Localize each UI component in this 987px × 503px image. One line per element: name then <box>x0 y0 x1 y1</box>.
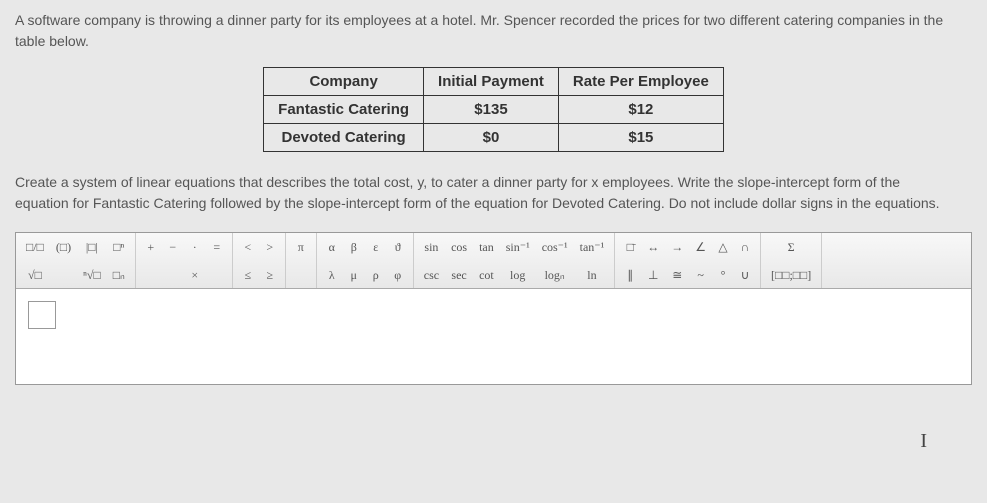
blank2-button[interactable] <box>140 261 162 289</box>
instruction-line2: equation for Fantastic Catering followed… <box>15 195 940 211</box>
atan-button[interactable]: tan⁻¹ <box>574 233 611 261</box>
col-initial: Initial Payment <box>424 68 559 96</box>
equals-button[interactable]: = <box>206 233 228 261</box>
problem-line1: A software company is throwing a dinner … <box>15 12 943 28</box>
cell: $15 <box>558 124 723 152</box>
group-greek: α λ β μ ε ρ ϑ φ <box>317 233 414 288</box>
minus-button[interactable]: − <box>162 233 184 261</box>
pi-button[interactable]: π <box>290 233 312 261</box>
group-sigma: Σ [□□;□□] <box>761 233 822 288</box>
group-compare: < ≤ > ≥ <box>233 233 286 288</box>
abs-button[interactable]: |□| <box>77 233 107 261</box>
table-row: Devoted Catering $0 $15 <box>264 124 724 152</box>
sigma-button[interactable]: Σ <box>765 233 817 261</box>
lambda-button[interactable]: λ <box>321 261 343 289</box>
gt-button[interactable]: > <box>259 233 281 261</box>
sec-button[interactable]: sec <box>445 261 473 289</box>
acos-button[interactable]: cos⁻¹ <box>536 233 574 261</box>
cell: $135 <box>424 96 559 124</box>
table-row: Fantastic Catering $135 $12 <box>264 96 724 124</box>
answer-placeholder-box[interactable] <box>28 301 56 329</box>
csc-button[interactable]: csc <box>418 261 445 289</box>
tan-button[interactable]: tan <box>473 233 500 261</box>
cot-button[interactable]: cot <box>473 261 500 289</box>
nroot-button[interactable]: ⁿ√□ <box>77 261 107 289</box>
phi-button[interactable]: φ <box>387 261 409 289</box>
theta-button[interactable]: ϑ <box>387 233 409 261</box>
col-company: Company <box>264 68 424 96</box>
angle-button[interactable]: ∠ <box>689 233 712 261</box>
sqrt-button[interactable]: √□ <box>20 261 50 289</box>
ln-button[interactable]: ln <box>574 261 611 289</box>
cell: $12 <box>558 96 723 124</box>
subscript-button[interactable]: □ₙ <box>107 261 131 289</box>
cell: $0 <box>424 124 559 152</box>
logn-button[interactable]: logₙ <box>536 261 574 289</box>
degree-button[interactable]: ° <box>712 261 734 289</box>
log-button[interactable]: log <box>500 261 536 289</box>
instruction-text: Create a system of linear equations that… <box>15 172 972 214</box>
blank4-button[interactable] <box>206 261 228 289</box>
cos-button[interactable]: cos <box>445 233 473 261</box>
lt-button[interactable]: < <box>237 233 259 261</box>
instruction-line1: Create a system of linear equations that… <box>15 174 900 190</box>
perp-button[interactable]: ⊥ <box>641 261 665 289</box>
mu-button[interactable]: μ <box>343 261 365 289</box>
matrix-button[interactable]: [□□;□□] <box>765 261 817 289</box>
problem-line2: table below. <box>15 33 89 49</box>
cup-button[interactable]: ∪ <box>734 261 756 289</box>
beta-button[interactable]: β <box>343 233 365 261</box>
plus-button[interactable]: + <box>140 233 162 261</box>
cong-button[interactable]: ≅ <box>665 261 689 289</box>
blank3-button[interactable] <box>162 261 184 289</box>
col-rate: Rate Per Employee <box>558 68 723 96</box>
power-button[interactable]: □ⁿ <box>107 233 131 261</box>
alpha-button[interactable]: α <box>321 233 343 261</box>
cell: Devoted Catering <box>264 124 424 152</box>
group-templates: □/□ √□ (□) |□| ⁿ√□ □ⁿ □ₙ <box>16 233 136 288</box>
arrow-button[interactable]: → <box>665 233 689 261</box>
group-geom: □̄ ∥ ↔ ⊥ → ≅ ∠ ~ △ ° ∩ ∪ <box>615 233 761 288</box>
group-pi: π <box>286 233 317 288</box>
epsilon-button[interactable]: ε <box>365 233 387 261</box>
asin-button[interactable]: sin⁻¹ <box>500 233 536 261</box>
group-ops: + − · × = <box>136 233 233 288</box>
sin-button[interactable]: sin <box>418 233 445 261</box>
frac-button[interactable]: □/□ <box>20 233 50 261</box>
problem-statement: A software company is throwing a dinner … <box>15 10 972 52</box>
triangle-button[interactable]: △ <box>712 233 734 261</box>
ge-button[interactable]: ≥ <box>259 261 281 289</box>
bar-button[interactable]: □̄ <box>619 233 641 261</box>
le-button[interactable]: ≤ <box>237 261 259 289</box>
math-toolbar: □/□ √□ (□) |□| ⁿ√□ □ⁿ □ₙ + − · × = < ≤ >… <box>16 233 971 289</box>
harrow-button[interactable]: ↔ <box>641 233 665 261</box>
group-trig: sin csc cos sec tan cot sin⁻¹ log cos⁻¹ … <box>414 233 615 288</box>
pricing-table: Company Initial Payment Rate Per Employe… <box>263 67 724 152</box>
blank-button[interactable] <box>50 261 77 289</box>
paren-button[interactable]: (□) <box>50 233 77 261</box>
rho-button[interactable]: ρ <box>365 261 387 289</box>
answer-input-area[interactable] <box>16 289 971 384</box>
sim-button[interactable]: ~ <box>689 261 712 289</box>
cap-button[interactable]: ∩ <box>734 233 756 261</box>
cell: Fantastic Catering <box>264 96 424 124</box>
times-button[interactable]: × <box>184 261 206 289</box>
equation-editor: □/□ √□ (□) |□| ⁿ√□ □ⁿ □ₙ + − · × = < ≤ >… <box>15 232 972 385</box>
text-cursor-icon: I <box>920 430 927 453</box>
parallel-button[interactable]: ∥ <box>619 261 641 289</box>
dot-button[interactable]: · <box>184 233 206 261</box>
